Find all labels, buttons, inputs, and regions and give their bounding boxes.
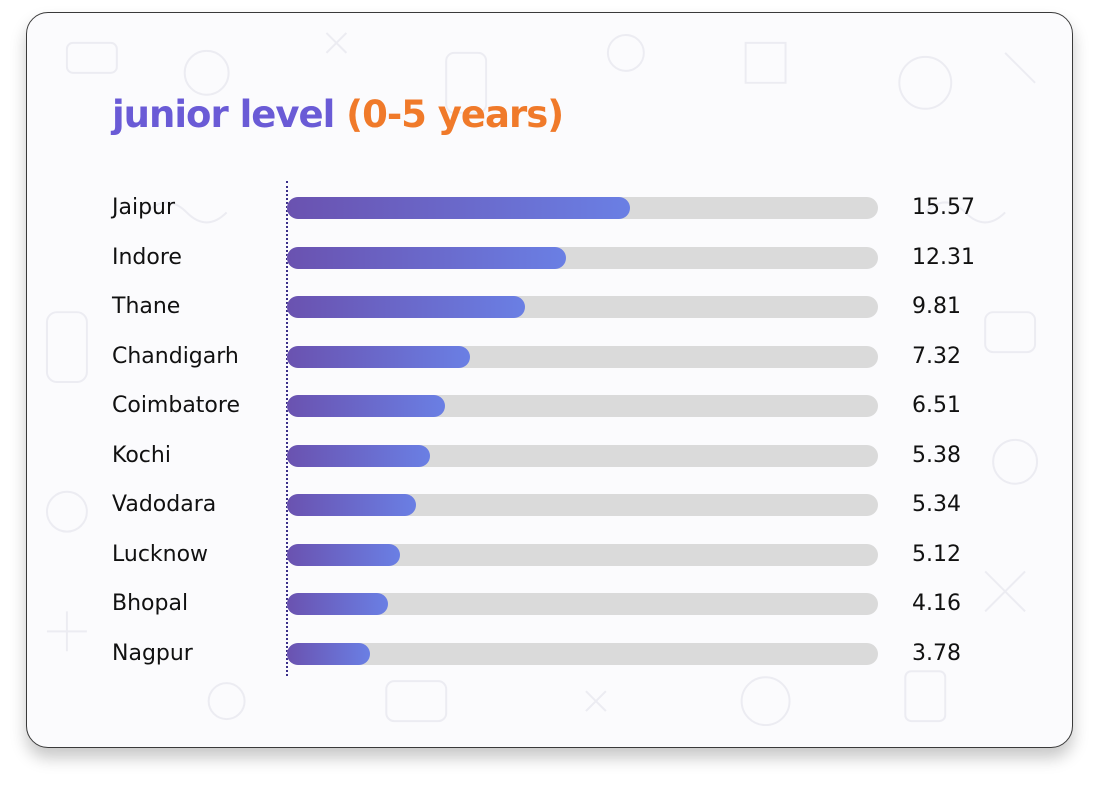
bar-label: Jaipur	[112, 195, 176, 220]
bar-value-label: 3.78	[912, 640, 961, 666]
bar-value-label: 15.57	[912, 195, 975, 220]
bar-label: Vadodara	[112, 492, 217, 517]
bar	[287, 444, 431, 467]
bar-label: Lucknow	[112, 541, 209, 567]
bar	[287, 197, 630, 219]
bar-track	[287, 345, 878, 368]
bar-label: Chandigarh	[112, 343, 239, 369]
bar-value-label: 6.51	[912, 393, 961, 418]
bar-track	[287, 494, 878, 516]
bar	[287, 296, 525, 318]
bar	[287, 543, 400, 566]
chart-title-main: junior level	[112, 93, 335, 136]
bar-track	[287, 197, 878, 219]
bar-label: Thane	[112, 294, 181, 319]
bar-track	[287, 395, 878, 417]
bar-label: Kochi	[112, 442, 171, 468]
bar-track	[287, 444, 878, 467]
bar-track	[287, 543, 878, 566]
baseline-axis	[286, 181, 288, 676]
bar	[287, 395, 446, 417]
bar-value-label: 5.38	[912, 442, 961, 468]
chart-card: junior level (0-5 years) Jaipur 15.57 Indo…	[26, 12, 1073, 748]
bar	[287, 593, 389, 615]
bar-rows: Jaipur 15.57 Indore 12.31 Thane 9.81 Chandigar…	[27, 13, 1072, 747]
bar-value-label: 12.31	[912, 244, 975, 270]
bar-label: Indore	[112, 244, 182, 270]
bar-track	[287, 296, 878, 318]
bar-track	[287, 246, 878, 269]
doodle-background	[45, 32, 1039, 727]
bar-track	[287, 642, 878, 665]
chart-title-sub: (0-5 years)	[346, 93, 564, 136]
bar-value-label: 9.81	[912, 294, 961, 319]
bar	[287, 642, 370, 665]
bar-value-label: 5.34	[912, 492, 961, 517]
bar-label: Coimbatore	[112, 393, 240, 418]
bar-track	[287, 593, 878, 615]
chart-title: junior level (0-5 years)	[112, 93, 564, 136]
bar-value-label: 4.16	[912, 591, 961, 616]
bar-value-label: 7.32	[912, 343, 961, 369]
bar	[287, 246, 566, 269]
bar-label: Bhopal	[112, 591, 189, 616]
bar-label: Nagpur	[112, 640, 193, 666]
bar	[287, 345, 471, 368]
bar-value-label: 5.12	[912, 541, 961, 567]
bar	[287, 494, 417, 516]
